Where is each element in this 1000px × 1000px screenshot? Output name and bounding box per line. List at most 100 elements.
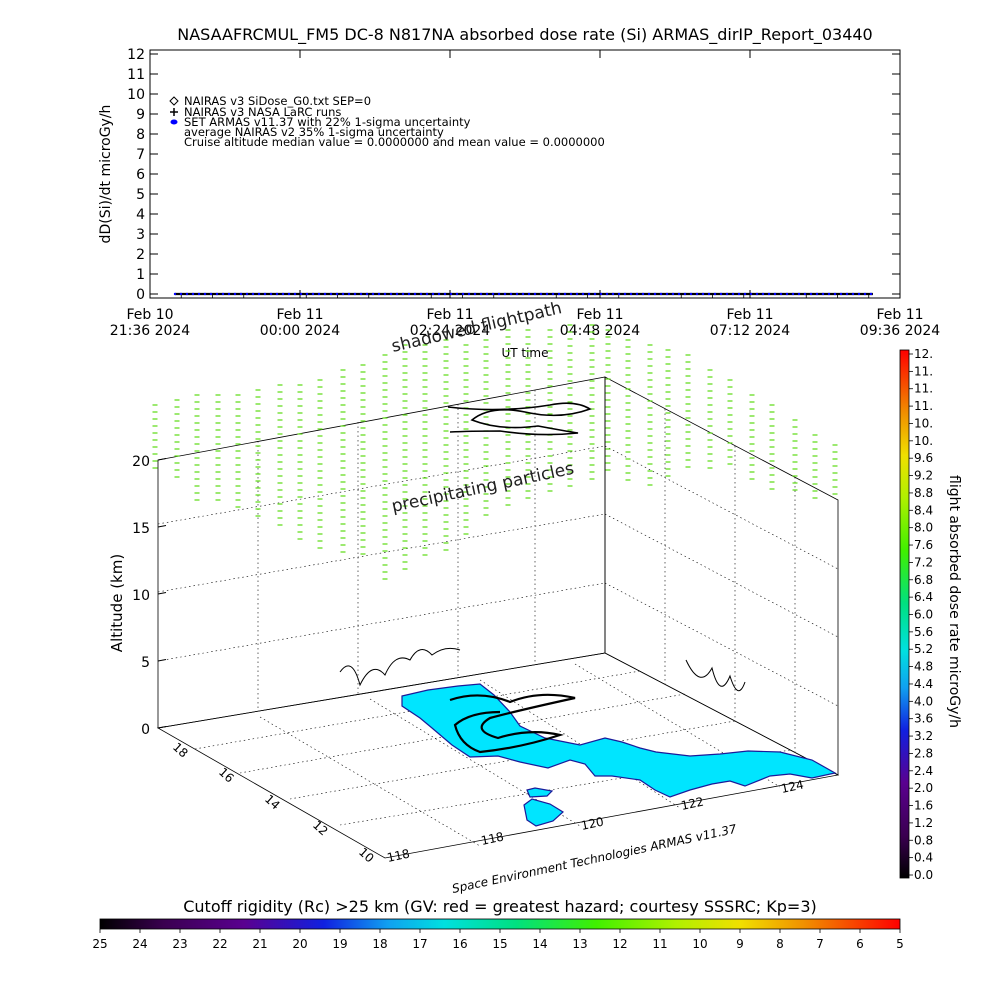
dose-data-point: [227, 292, 231, 296]
surface-flight-track: [449, 693, 576, 754]
dose-data-point: [689, 292, 693, 296]
altitude-axis: 0 5 10 15 20: [132, 454, 167, 738]
dose-data-point: [215, 292, 219, 296]
rigidity-tick-label: 10: [692, 937, 707, 951]
rigidity-tick-label: 13: [572, 937, 587, 951]
dose-data-point: [455, 292, 459, 296]
colorbar-tick-label: 4.8: [914, 660, 933, 674]
colorbar-tick-label: 0.4: [914, 851, 933, 865]
dose-data-point: [569, 292, 573, 296]
dose-data-point: [593, 292, 597, 296]
rigidity-tick-label: 6: [856, 937, 864, 951]
dose-data-point: [677, 292, 681, 296]
colorbar-tick-label: 2.8: [914, 746, 933, 760]
x-tick-time: 07:12 2024: [710, 323, 791, 339]
dose-data-point: [179, 292, 183, 296]
rigidity-tick-label: 24: [132, 937, 147, 951]
dose-data-point: [635, 292, 639, 296]
dose-data-point: [803, 292, 807, 296]
dose-data-point: [503, 292, 507, 296]
dose-data-point: [275, 292, 279, 296]
dose-data-point: [539, 292, 543, 296]
cutoff-rigidity-colorbar-label: Cutoff rigidity (Rc) >25 km (GV: red = g…: [183, 897, 817, 916]
dose-rate-colorbar-gradient: [899, 349, 910, 879]
rigidity-tick-label: 22: [212, 937, 227, 951]
dose-data-point: [533, 292, 537, 296]
dose-data-point: [245, 292, 249, 296]
dose-legend: NAIRAS v3 SiDose_G0.txt SEP=0 NAIRAS v3 …: [169, 94, 605, 149]
dose-data-point: [329, 292, 333, 296]
main-island-shape: [401, 683, 837, 798]
lat-tick: 16: [216, 765, 237, 786]
legend-entry-nairas-sep: NAIRAS v3 SiDose_G0.txt SEP=0: [184, 94, 371, 108]
dose-data-point: [821, 292, 825, 296]
x-tick-date: Feb 11: [576, 307, 623, 323]
y-tick-label: 0: [136, 287, 145, 303]
y-tick-label: 10: [127, 87, 145, 103]
colorbar-tick-label: 11.: [914, 364, 933, 378]
dose-data-point: [731, 292, 735, 296]
z-tick-label: 10: [132, 588, 150, 604]
lat-tick: 10: [356, 845, 377, 866]
cutoff-rigidity-colorbar: Cutoff rigidity (Rc) >25 km (GV: red = g…: [92, 897, 903, 951]
cutoff-rigidity-colorbar-ticks: 25 24 23 22 21 20 19 18 17 16 15 14 13 12 11 10 9 8 7 6 5: [92, 929, 904, 951]
dose-data-point: [401, 292, 405, 296]
z-tick-mark: [157, 525, 167, 528]
dose-data-point: [467, 292, 471, 296]
precipitating-particles-layer: [152, 324, 838, 580]
dose-data-point: [659, 292, 663, 296]
z-tick-mark: [157, 592, 167, 595]
lat-tick: 18: [170, 740, 191, 761]
rigidity-tick-label: 9: [736, 937, 744, 951]
dose-rate-colorbar-ticks: 0.0 0.4 0.8 1.2 1.6 2.0 2.4 2.8 3.2 3.6 4.0 4.4 4.8 5…: [909, 347, 933, 882]
rigidity-tick-label: 8: [776, 937, 784, 951]
dose-data-point: [785, 292, 789, 296]
dose-data-point: [443, 292, 447, 296]
dose-data-point: [725, 292, 729, 296]
dose-data-point: [389, 292, 393, 296]
dose-data-point: [431, 292, 435, 296]
lat-tick: 12: [310, 818, 331, 839]
dose-data-point: [305, 292, 309, 296]
dose-data-point: [425, 292, 429, 296]
y-tick-label: 3: [136, 227, 145, 243]
dose-series-layer: [173, 292, 873, 296]
dose-data-point: [587, 292, 591, 296]
dose-data-point: [713, 292, 717, 296]
colorbar-tick-label: 0.0: [914, 868, 933, 882]
rigidity-tick-label: 12: [612, 937, 627, 951]
legend-entry-nairas-v2: average NAIRAS v2 35% 1-sigma uncertaint…: [184, 125, 444, 139]
dose-data-point: [185, 292, 189, 296]
colorbar-tick-label: 11.: [914, 399, 933, 413]
colorbar-tick-label: 2.4: [914, 764, 933, 778]
dose-data-point: [557, 292, 561, 296]
colorbar-tick-label: 8.0: [914, 521, 933, 535]
lon-tick: 120: [580, 814, 605, 832]
colorbar-tick-label: 12.: [914, 347, 933, 361]
dose-data-point: [833, 292, 837, 296]
legend-entry-set-armas: SET ARMAS v11.37 with 22% 1-sigma uncert…: [184, 115, 471, 129]
y-tick-label: 4: [136, 207, 145, 223]
dose-data-point: [323, 292, 327, 296]
small-island-shape: [523, 798, 564, 827]
latitude-axis: 18 16 14 12 10: [170, 740, 377, 866]
x-tick-time: 02:24 2024: [410, 323, 491, 339]
y-tick-label: 11: [127, 67, 145, 83]
legend-plus-icon: [170, 108, 178, 116]
legend-blue-dot-icon: [170, 119, 178, 125]
dose-data-point: [287, 292, 291, 296]
flight-3d-panel: 0 5 10 15 20 Altitude (km) 18 16 14 12 10 11…: [108, 298, 840, 896]
rigidity-tick-label: 20: [292, 937, 307, 951]
dose-data-point: [239, 292, 243, 296]
x-tick-time: 09:36 2024: [860, 323, 941, 339]
z-tick-mark: [157, 659, 167, 662]
dose-data-point: [221, 292, 225, 296]
floor-plane: [156, 652, 840, 859]
altitude-axis-label: Altitude (km): [108, 554, 126, 652]
colorbar-tick-label: 10.: [914, 434, 933, 448]
dose-data-point: [509, 292, 513, 296]
dose-data-point: [683, 292, 687, 296]
